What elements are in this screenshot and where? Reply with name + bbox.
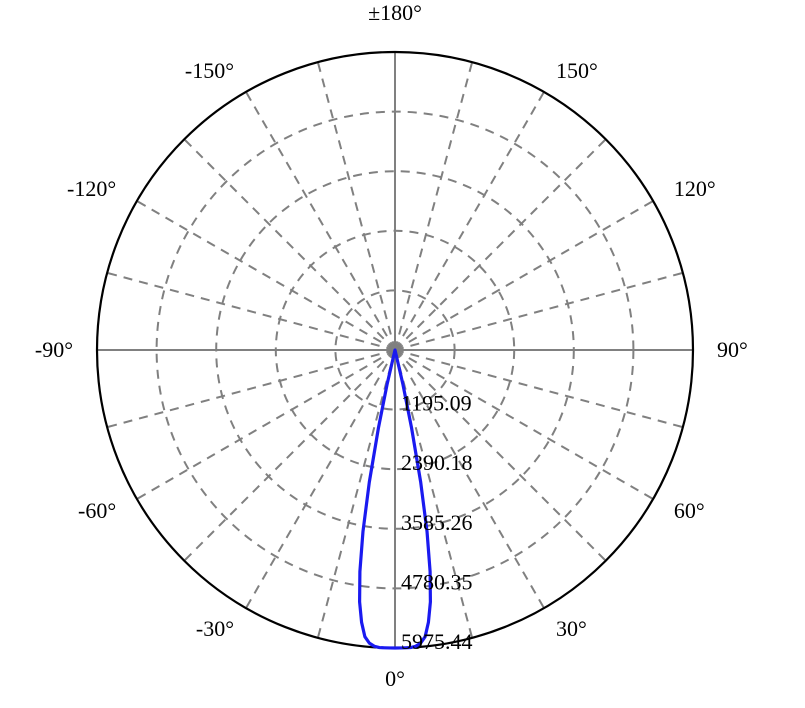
grid-spoke: [137, 350, 395, 499]
angle-label: -120°: [67, 176, 116, 201]
angle-label: 90°: [717, 337, 748, 362]
radial-tick-label: 5975.44: [401, 629, 473, 654]
polar-chart-container: ±180° 150° 120° 90° 60° 30° 0° -30° -60° -90° -120…: [0, 0, 805, 708]
grid-spoke: [318, 350, 395, 638]
angle-label: -30°: [196, 616, 234, 641]
angle-label: 0°: [385, 666, 405, 691]
grid-spoke: [137, 201, 395, 350]
angle-label: ±180°: [368, 0, 422, 25]
grid-spoke: [184, 139, 395, 350]
grid-spoke: [107, 350, 395, 427]
grid-spoke: [395, 273, 683, 350]
grid-spoke: [395, 62, 472, 350]
angle-label: 120°: [674, 176, 716, 201]
grid-spoke: [395, 139, 606, 350]
grid-spoke: [395, 92, 544, 350]
polar-chart-svg: ±180° 150° 120° 90° 60° 30° 0° -30° -60° -90° -120…: [0, 0, 805, 708]
radial-tick-label: 1195.09: [401, 391, 472, 416]
angle-label: -60°: [78, 498, 116, 523]
grid-spoke: [318, 62, 395, 350]
angle-label: 150°: [556, 58, 598, 83]
radial-tick-label: 2390.18: [401, 450, 473, 475]
angle-label: 60°: [674, 498, 705, 523]
angle-label: -150°: [185, 58, 234, 83]
radial-tick-label: 4780.35: [401, 569, 473, 594]
grid-spoke: [395, 350, 653, 499]
radial-tick-label: 3585.26: [401, 510, 473, 535]
grid-spoke: [246, 92, 395, 350]
angle-label: 30°: [556, 616, 587, 641]
angle-label: -90°: [35, 337, 73, 362]
grid-spoke: [395, 201, 653, 350]
grid-spoke: [246, 350, 395, 608]
grid-spoke: [107, 273, 395, 350]
